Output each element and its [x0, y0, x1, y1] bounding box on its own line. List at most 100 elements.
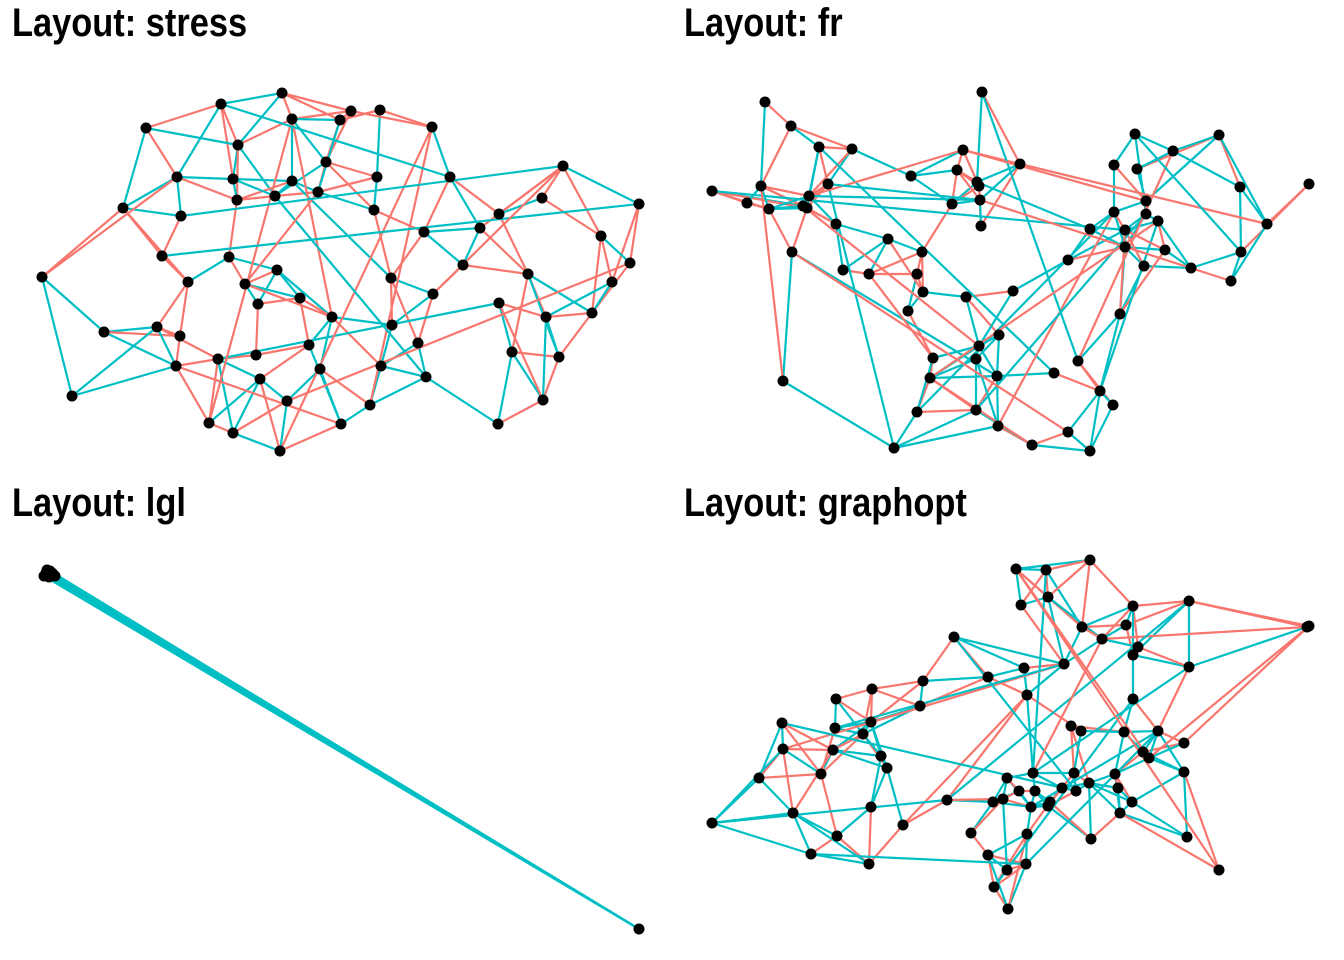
- graph-edge: [835, 687, 873, 701]
- graph-node: [474, 222, 486, 234]
- graph-edge: [274, 161, 327, 197]
- graph-edge: [970, 798, 1004, 834]
- graph-node: [970, 404, 982, 416]
- graph-node: [1109, 768, 1121, 780]
- graph-node: [1065, 720, 1077, 732]
- graph-node: [368, 204, 380, 216]
- graph-edge: [1172, 133, 1220, 153]
- graph-edge: [562, 165, 640, 205]
- graph-edge: [1188, 625, 1308, 669]
- graph-node: [1138, 260, 1150, 272]
- graph-node: [763, 203, 775, 215]
- graph-edge: [1137, 645, 1190, 669]
- graph-edge: [790, 125, 820, 148]
- graph-edge: [40, 276, 74, 397]
- graph-edge: [987, 833, 1028, 856]
- graph-node: [98, 326, 110, 338]
- graph-edge: [1134, 133, 1242, 253]
- graph-edge: [1063, 638, 1103, 665]
- graph-node: [232, 139, 244, 151]
- graph-edge: [868, 250, 923, 276]
- graph-edge: [103, 331, 177, 367]
- graph-node: [897, 819, 909, 831]
- graph-node: [1070, 785, 1082, 797]
- graph-edge: [1131, 801, 1188, 838]
- graph-edge: [910, 149, 964, 177]
- graph-edge: [279, 126, 433, 452]
- graph-edge: [541, 165, 564, 199]
- graph-edge: [1020, 569, 1047, 606]
- graph-node: [993, 329, 1005, 341]
- graph-node: [991, 370, 1003, 382]
- graph-edge: [462, 263, 529, 276]
- graph-node: [1084, 223, 1096, 235]
- graph-edge: [790, 207, 809, 253]
- graph-edge: [1124, 229, 1166, 251]
- graph-node: [36, 271, 48, 283]
- graph-node: [41, 564, 53, 576]
- graph-edge: [279, 422, 342, 453]
- graph-node: [951, 164, 963, 176]
- graph-node: [805, 848, 817, 860]
- graph-edge: [922, 636, 955, 682]
- graph-edge: [175, 364, 342, 426]
- graph-edge: [497, 302, 514, 353]
- graph-edge: [307, 344, 343, 425]
- graph-node: [312, 186, 324, 198]
- graph-edge: [325, 160, 378, 179]
- graph-edge: [187, 256, 230, 283]
- graph-edge: [974, 358, 1000, 427]
- graph-node: [1056, 782, 1068, 794]
- graph-edge: [220, 91, 283, 106]
- graph-edge: [806, 207, 837, 225]
- graph-edge: [176, 175, 238, 202]
- graph-edge: [711, 821, 812, 856]
- graph-node: [948, 631, 960, 643]
- graph-edge: [808, 148, 853, 197]
- graph-edge: [425, 376, 499, 425]
- graph-node: [831, 830, 843, 842]
- graph-edge: [237, 92, 283, 146]
- graph-edge: [893, 424, 999, 450]
- graph-node: [420, 371, 432, 383]
- graph-edge: [1114, 757, 1150, 775]
- edge-layer: [711, 558, 1310, 910]
- graph-node: [595, 230, 607, 242]
- graph-edge: [122, 176, 178, 209]
- graph-edge: [103, 325, 158, 334]
- graph-node: [223, 251, 235, 263]
- graph-node: [1114, 807, 1126, 819]
- graph-edge: [380, 342, 419, 367]
- graph-edge: [1047, 596, 1103, 640]
- graph-edge: [449, 176, 500, 215]
- graph-edge: [339, 108, 381, 122]
- graph-node: [753, 772, 765, 784]
- graph-node: [66, 390, 78, 402]
- graph-node: [866, 683, 878, 695]
- graph-node: [1020, 858, 1032, 870]
- graph-edge: [375, 109, 382, 178]
- graph-node: [271, 264, 283, 276]
- graph-edge: [390, 231, 425, 279]
- graph-edge: [232, 177, 293, 183]
- graph-node: [755, 180, 767, 192]
- graph-edge: [1023, 662, 1065, 670]
- graph-node: [1015, 599, 1027, 611]
- graph-edge: [176, 175, 234, 181]
- graph-node: [888, 442, 900, 454]
- graph-edge: [449, 176, 481, 229]
- graph-node: [829, 722, 841, 734]
- graph-edge: [1230, 223, 1268, 282]
- graph-edge: [1183, 625, 1310, 744]
- graph-node: [1131, 163, 1143, 175]
- graph-node: [606, 276, 618, 288]
- graph-edge: [832, 721, 872, 751]
- graph-edge: [276, 269, 333, 318]
- graph-edge: [369, 376, 427, 406]
- graph-node: [175, 210, 187, 222]
- graph-node: [914, 700, 926, 712]
- graph-node: [1159, 244, 1171, 256]
- graph-edge: [975, 334, 1000, 360]
- graph-node: [1048, 367, 1060, 379]
- graph-edge: [1046, 596, 1066, 665]
